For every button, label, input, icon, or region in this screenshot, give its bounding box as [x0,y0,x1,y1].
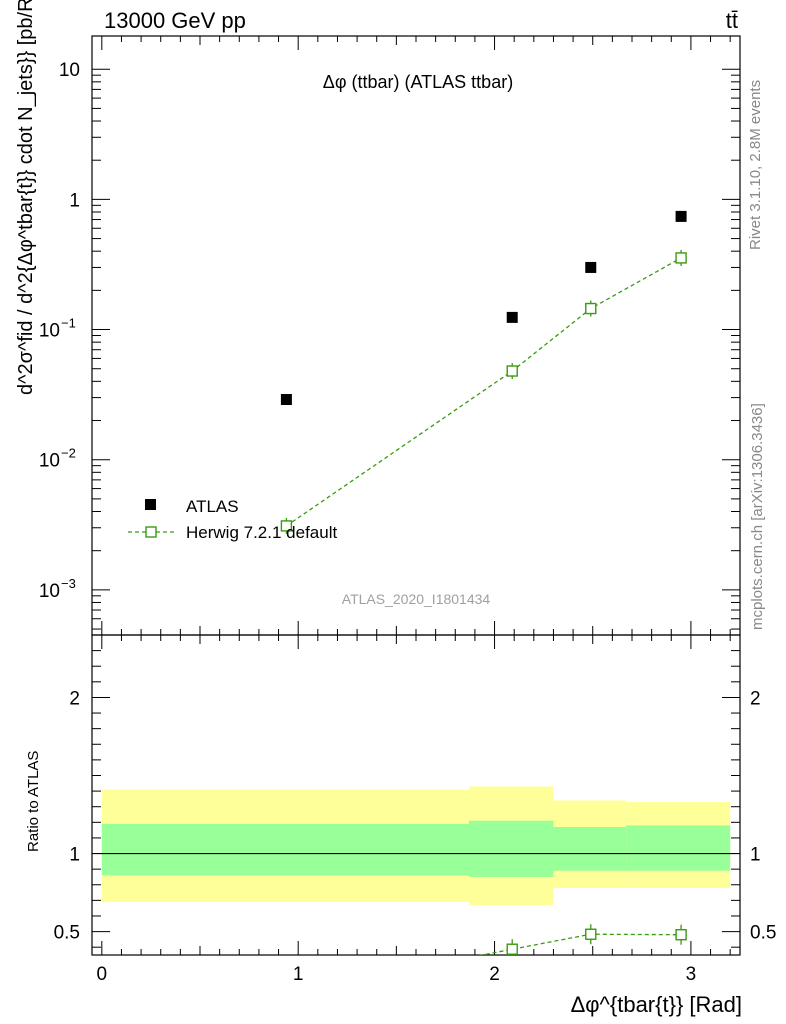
herwig-ratio-point [506,943,518,955]
x-tick-label: 1 [293,964,304,985]
y-tick-label: 1 [69,190,80,211]
data-marks [280,210,687,998]
ratio-y-axis-title: Ratio to ATLAS [25,751,42,852]
y-tick-label-mantissa: 10 [39,581,60,602]
legend-herwig-label: Herwig 7.2.1 default [186,523,337,542]
herwig-point [280,520,293,532]
herwig-ratio-group [281,924,687,998]
herwig-ratio-point [281,988,291,998]
x-axis-title: Δφ^{tbar{t}} [Rad] [571,992,742,1017]
ratio-bands [92,786,740,906]
x-tick-label: 2 [489,964,500,985]
legend-atlas-marker [145,499,156,510]
main-y-axis-title: d^2σ^fid / d^2{Δφ^tbar{t}} cdot N_jets}}… [15,0,37,395]
plot-title: Δφ (ttbar) (ATLAS ttbar) [323,72,513,92]
axis-ticks [92,36,740,955]
y-tick-label-mantissa: 10 [39,451,60,472]
ratio-y-tick-label-left: 0.5 [54,923,80,944]
herwig-ratio-point [675,929,687,941]
mcplots-label: mcplots.cern.ch [arXiv:1306.3436] [749,403,766,630]
legend-atlas-label: ATLAS [186,497,239,516]
y-tick-label: 10 [59,60,80,81]
header-energy-label: 13000 GeV pp [104,8,246,33]
main-plot-frame [91,35,741,636]
main-y-axis-title-text: d^2σ^fid / d^2{Δφ^tbar{t}} cdot N_jets}}… [15,0,37,395]
band-inner-0 [101,823,470,876]
atlas-point [585,261,597,273]
x-tick-label: 3 [686,964,697,985]
herwig-ratio-line [478,933,682,955]
rivet-version-label: Rivet 3.1.10, 2.8M events [747,80,764,250]
analysis-label: ATLAS_2020_I1801434 [342,591,491,607]
atlas-point [280,394,292,406]
x-tick-label: 0 [97,964,108,985]
ratio-plot-frame [91,634,741,956]
ratio-y-tick-label-right: 0.5 [750,923,776,944]
legend-herwig-marker [145,526,157,538]
y-tick-label-exponent: −3 [61,576,76,591]
ratio-y-tick-label-right: 1 [750,845,761,866]
ratio-y-tick-label-right: 2 [750,688,761,709]
ratio-y-tick-label-left: 2 [69,688,80,709]
band-inner-1 [469,820,554,877]
herwig-line [286,257,682,527]
herwig-point [506,365,518,377]
y-tick-label-mantissa: 10 [39,321,60,342]
herwig-ratio-point [585,928,597,940]
ratio-y-tick-label-left: 1 [69,845,80,866]
herwig-point [675,252,687,264]
y-tick-label-exponent: −1 [61,316,76,331]
band-inner-2 [553,827,627,871]
atlas-point [675,210,687,222]
header-process-label: tt̄ [726,8,738,33]
atlas-point [506,311,518,323]
band-inner-3 [626,825,731,871]
y-tick-label-exponent: −2 [61,446,76,461]
herwig-point [585,302,597,315]
